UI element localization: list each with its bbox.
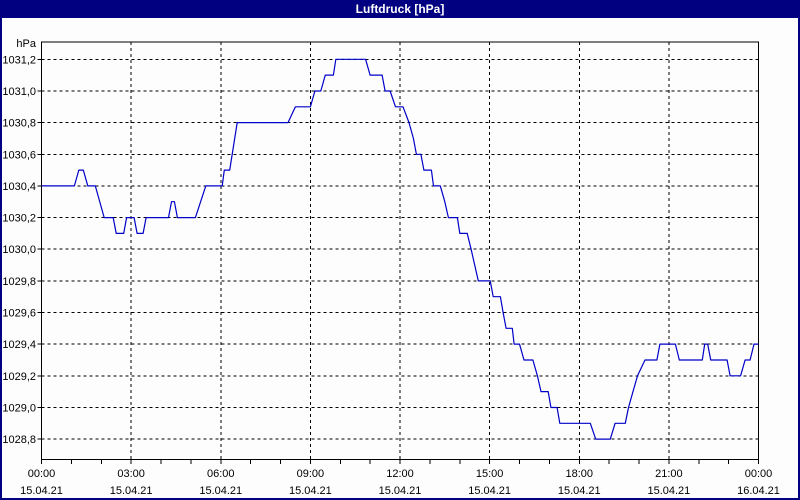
x-axis-date-label: 15.04.21 — [647, 485, 690, 497]
window-title: Luftdruck [hPa] — [355, 2, 445, 16]
y-axis-unit-label: hPa — [16, 38, 36, 50]
y-axis-tick-label: 1029,2 — [2, 371, 36, 383]
y-axis-tick-label: 1029,0 — [2, 402, 36, 414]
x-axis-time-label: 00:00 — [28, 468, 56, 480]
y-axis-tick-label: 1028,8 — [2, 434, 36, 446]
y-axis-tick-label: 1029,6 — [2, 308, 36, 320]
y-axis-tick-label: 1031,0 — [2, 86, 36, 98]
x-axis-date-label: 15.04.21 — [20, 485, 63, 497]
y-axis-tick-label: 1030,2 — [2, 213, 36, 225]
x-axis-time-label: 18:00 — [565, 468, 593, 480]
y-axis-tick-label: 1030,0 — [2, 244, 36, 256]
y-axis-tick-label: 1029,4 — [2, 339, 36, 351]
x-axis-date-label: 15.04.21 — [558, 485, 601, 497]
x-axis-time-label: 09:00 — [297, 468, 325, 480]
x-axis-time-label: 06:00 — [207, 468, 235, 480]
y-axis-tick-label: 1030,8 — [2, 118, 36, 130]
x-axis-time-label: 21:00 — [655, 468, 683, 480]
x-axis-date-label: 15.04.21 — [110, 485, 153, 497]
y-axis-tick-label: 1031,2 — [2, 54, 36, 66]
x-axis-date-label: 15.04.21 — [468, 485, 511, 497]
x-axis-date-label: 15.04.21 — [379, 485, 422, 497]
x-axis-time-label: 15:00 — [476, 468, 504, 480]
x-axis-time-label: 00:00 — [745, 468, 773, 480]
y-axis-tick-label: 1030,6 — [2, 149, 36, 161]
x-axis-date-label: 15.04.21 — [289, 485, 332, 497]
x-axis-time-label: 12:00 — [386, 468, 414, 480]
y-axis-tick-label: 1029,8 — [2, 276, 36, 288]
window-titlebar: Luftdruck [hPa] — [0, 0, 800, 18]
y-axis-tick-label: 1030,4 — [2, 181, 36, 193]
x-axis-date-label: 15.04.21 — [199, 485, 242, 497]
x-axis-date-label: 16.04.21 — [737, 485, 780, 497]
pressure-line — [41, 58, 759, 440]
x-axis-time-label: 03:00 — [117, 468, 145, 480]
